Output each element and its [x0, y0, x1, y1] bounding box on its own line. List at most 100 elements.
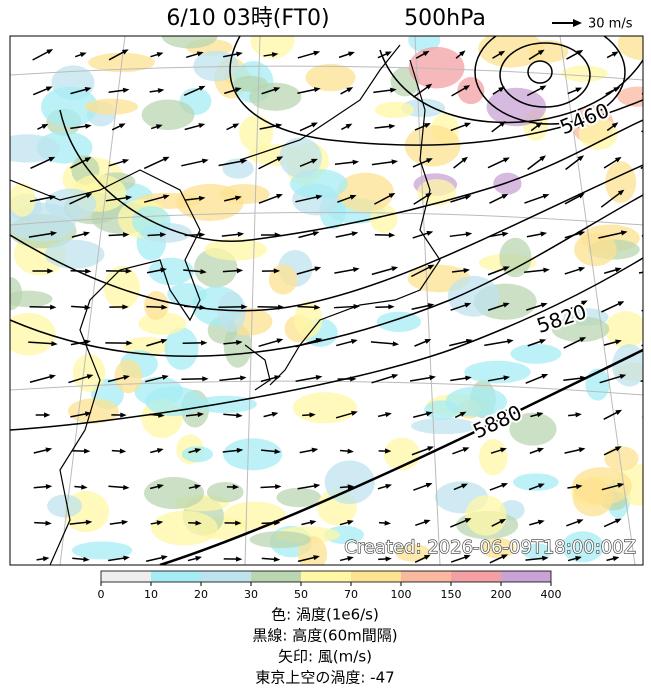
wind-arrow — [599, 374, 625, 384]
colorbar-tick-label: 0 — [98, 588, 105, 601]
wind-arrow — [642, 202, 643, 204]
wind-arrow-head — [345, 123, 353, 129]
wind-arrow-head — [84, 304, 91, 310]
wind-arrow-head — [42, 556, 50, 562]
wind-arrow-head — [84, 87, 92, 93]
wind-arrow — [181, 159, 207, 167]
wind-arrow-head — [499, 120, 506, 127]
wind-arrow-head — [463, 554, 471, 560]
wind-arrow-head — [122, 158, 130, 164]
wind-arrow-head — [499, 518, 507, 525]
map: 5460 5820 5880 Created: 2026-06-09T18:00… — [10, 36, 643, 565]
wind-arrow-head — [611, 122, 619, 129]
vorticity-blob — [408, 46, 465, 89]
wind-arrow-head — [123, 232, 130, 238]
wind-arrow-head — [45, 520, 52, 526]
wind-arrow-head — [537, 519, 545, 525]
wind-arrow-head — [347, 519, 354, 525]
vorticity-blob — [464, 360, 531, 384]
wind-arrow-head — [121, 49, 129, 55]
wind-arrow-head — [160, 267, 167, 273]
wind-arrow-head — [422, 50, 430, 57]
wind-arrow-head — [49, 194, 56, 200]
wind-arrow-head — [157, 484, 164, 490]
caption-line: 東京上空の渦度: -47 — [255, 669, 394, 687]
wind-arrow-head — [274, 448, 281, 455]
wind-arrow-head — [617, 189, 625, 196]
colorbar-tick-label: 50 — [294, 588, 308, 601]
wind-arrow-head — [122, 304, 129, 310]
wind-arrow-head — [273, 268, 281, 274]
wind-arrow — [642, 59, 643, 61]
wind-arrow-head — [537, 49, 545, 56]
vorticity-blob — [181, 446, 214, 463]
vorticity-blob — [417, 179, 457, 206]
vorticity-blob — [103, 265, 140, 310]
wind-arrow-head — [390, 87, 397, 93]
wind-arrow-head — [346, 87, 354, 93]
wind-arrow-head — [539, 155, 546, 162]
wind-arrow-head — [426, 230, 434, 236]
vorticity-blob — [294, 301, 323, 338]
wind-arrow-head — [503, 375, 510, 381]
wind-arrow-head — [425, 83, 433, 90]
wind-arrow-head — [465, 231, 473, 237]
wind-arrow-head — [83, 556, 90, 562]
wind-arrow-head — [503, 157, 510, 163]
wind-arrow-head — [502, 409, 510, 415]
wind-arrow-head — [86, 374, 94, 380]
wind-arrow-head — [155, 124, 163, 130]
wind-arrow-head — [615, 409, 623, 415]
wind-arrow-head — [45, 447, 53, 453]
wind-arrow-head — [195, 520, 202, 526]
wind-arrow — [295, 338, 321, 348]
wind-arrow-head — [311, 158, 318, 164]
wind-arrow — [28, 232, 56, 238]
wind-arrow-head — [539, 339, 547, 344]
wind-arrow — [218, 159, 246, 167]
vorticity-blob — [572, 467, 632, 505]
wind-arrow-head — [617, 482, 625, 488]
vorticity-blob — [604, 446, 639, 471]
wind-arrow-head — [459, 411, 467, 417]
wind-arrow-head — [309, 412, 316, 418]
vorticity-blob — [445, 386, 507, 417]
vorticity-blob — [164, 327, 199, 370]
wind-arrow-head — [85, 123, 92, 129]
wind-arrow-head — [424, 339, 432, 344]
vorticity-blob — [72, 353, 106, 392]
wind-arrow-head — [615, 339, 622, 345]
wind-arrow-head — [578, 231, 586, 236]
wind-arrow-head — [542, 193, 550, 199]
vorticity-field — [10, 36, 643, 565]
wind-arrow-head — [234, 87, 242, 93]
vorticity-blob — [84, 98, 139, 115]
wind-arrows — [28, 49, 643, 564]
vorticity-blob — [486, 87, 547, 127]
wind-arrow-head — [49, 374, 56, 380]
vorticity-blob — [193, 50, 240, 82]
wind-arrow-head — [611, 51, 619, 57]
wind-arrow-head — [81, 484, 88, 490]
wind-arrow-head — [578, 266, 586, 272]
wind-arrow-head — [274, 375, 281, 381]
wind-arrow-head — [391, 266, 399, 272]
wind-arrow-head — [314, 304, 321, 310]
caption: 色: 渦度(1e6/s) 黒線: 高度(60m間隔) 矢印: 風(m/s) 東京上空の… — [252, 606, 397, 687]
wind-arrow-head — [199, 304, 206, 311]
vorticity-blob — [369, 204, 398, 233]
vorticity-blob — [376, 311, 422, 333]
vorticity-blob — [617, 86, 643, 107]
wind-arrow-head — [501, 554, 508, 560]
wind-arrow-head — [236, 339, 243, 346]
vorticity-blob — [465, 495, 507, 536]
wind-arrow-head — [44, 412, 51, 418]
wind-arrow — [371, 374, 397, 384]
wind-arrow-head — [201, 158, 209, 164]
colorbar: 0 10 20 30 50 70 100 150 200 400 — [98, 570, 562, 601]
vorticity-blob — [411, 417, 478, 435]
vorticity-blob — [374, 101, 415, 119]
wind-arrow-head — [126, 340, 133, 346]
wind-arrow-head — [162, 156, 170, 162]
vorticity-blob — [176, 183, 244, 222]
